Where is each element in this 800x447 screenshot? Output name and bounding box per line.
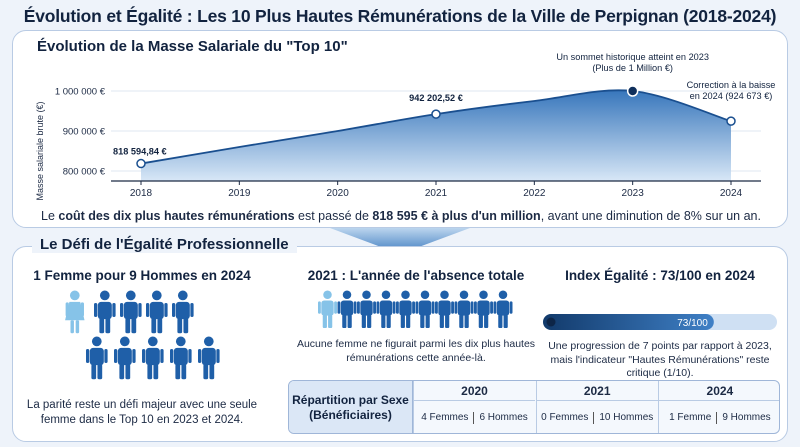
page-title: Évolution et Égalité : Les 10 Plus Haute… <box>23 6 777 26</box>
male-person-icon <box>146 290 168 334</box>
female-person-icon <box>65 290 85 334</box>
data-label: 942 202,52 € <box>409 93 463 103</box>
male-person-icon <box>474 290 493 328</box>
male-person-icon <box>357 290 376 328</box>
table-year-column: 2020 4 Femmes 6 Hommes <box>413 381 535 433</box>
col3-text: Une progression de 7 points par rapport … <box>548 340 772 380</box>
male-person-icon <box>172 290 194 334</box>
gauge-fill <box>543 314 714 330</box>
summary-bold2: 818 595 € à plus d'un million <box>372 209 541 223</box>
table-year-header: 2021 <box>536 381 658 401</box>
women-count: 0 Femmes <box>541 412 589 423</box>
divider <box>593 411 595 424</box>
people-2024-group <box>65 290 220 380</box>
summary-part3: , avant une diminution de 8% sur un an. <box>540 209 761 223</box>
male-person-icon <box>86 336 108 380</box>
data-point <box>431 109 441 119</box>
chart-summary: Le coût des dix plus hautes rémunération… <box>13 209 789 223</box>
data-point <box>136 158 146 169</box>
chart-title: Évolution de la Masse Salariale du "Top … <box>37 38 348 55</box>
data-point <box>726 116 736 126</box>
salary-area-chart: 800 000 € 900 000 € 1 000 000 € Masse salar… <box>35 52 776 201</box>
x-tick-label: 2019 <box>228 188 251 199</box>
male-person-icon <box>198 336 220 380</box>
equality-index-bar: 73/100 <box>543 314 777 330</box>
male-person-icon <box>318 290 337 328</box>
male-person-icon <box>454 290 474 328</box>
men-count: 10 Hommes <box>599 412 654 423</box>
table-year-header: 2024 <box>659 381 779 401</box>
area-fill <box>141 90 731 181</box>
data-label: en 2024 (924 673 €) <box>690 91 773 101</box>
table-cell: 4 Femmes 6 Hommes <box>414 401 535 433</box>
male-person-icon <box>415 290 435 328</box>
women-count: 1 Femme <box>669 412 712 423</box>
table-year-column: 2021 0 Femmes 10 Hommes <box>535 381 658 433</box>
col1-title: 1 Femme pour 9 Hommes en 2024 <box>33 268 251 283</box>
gauge-label: 73/100 <box>677 318 708 329</box>
data-label: (Plus de 1 Million €) <box>592 63 673 73</box>
male-person-icon <box>493 290 513 328</box>
x-tick-label: 2024 <box>720 188 743 199</box>
data-label: 818 594,84 € <box>113 147 167 157</box>
men-count: 6 Hommes <box>479 412 528 423</box>
y-tick-label: 800 000 € <box>63 167 106 178</box>
table-cell: 1 Femme 9 Hommes <box>659 401 779 433</box>
male-person-icon <box>435 290 454 328</box>
table-cell: 0 Femmes 10 Hommes <box>537 401 658 433</box>
divider <box>716 411 718 424</box>
x-tick-label: 2022 <box>523 188 546 199</box>
table-year-header: 2020 <box>414 381 535 401</box>
section-title: Le Défi de l'Égalité Professionnelle <box>32 236 297 253</box>
x-tick-label: 2021 <box>425 188 448 199</box>
col1-text: La parité reste un défi majeur avec une … <box>26 399 258 426</box>
chart-panel: Évolution de la Masse Salariale du "Top … <box>12 30 788 228</box>
y-tick-label: 900 000 € <box>63 127 106 138</box>
data-label: Correction à la baisse <box>687 80 776 90</box>
funnel-arrow <box>330 228 470 254</box>
summary-part1: Le <box>41 209 59 223</box>
gauge-knob <box>546 317 556 327</box>
col2-text: Aucune femme ne figurait parmi les dix p… <box>296 338 536 364</box>
y-axis-label: Masse salariale brute (€) <box>35 101 45 200</box>
gender-table: Répartition par Sexe (Bénéficiaires) 202… <box>288 380 780 434</box>
col3-title: Index Égalité : 73/100 en 2024 <box>565 268 755 283</box>
male-person-icon <box>170 336 192 380</box>
x-tick-label: 2018 <box>130 188 153 199</box>
people-2021-row <box>318 290 513 328</box>
summary-part2: est passé de <box>294 209 373 223</box>
x-tick-label: 2023 <box>622 188 645 199</box>
x-tick-label: 2020 <box>327 188 350 199</box>
male-person-icon <box>376 290 396 328</box>
men-count: 9 Hommes <box>722 412 771 423</box>
male-person-icon <box>120 290 142 334</box>
y-tick-label: 1 000 000 € <box>55 87 106 98</box>
male-person-icon <box>94 290 116 334</box>
male-person-icon <box>114 336 136 380</box>
col2-title: 2021 : L'année de l'absence totale <box>307 268 525 283</box>
table-year-column: 2024 1 Femme 9 Hommes <box>658 381 779 433</box>
table-header: Répartition par Sexe (Bénéficiaires) <box>289 381 413 433</box>
male-person-icon <box>396 290 415 328</box>
data-point-peak <box>626 85 639 97</box>
male-person-icon <box>142 336 164 380</box>
women-count: 4 Femmes <box>421 412 469 423</box>
data-label: Un sommet historique atteint en 2023 <box>556 52 709 62</box>
male-person-icon <box>337 290 357 328</box>
divider <box>473 411 475 424</box>
summary-bold1: coût des dix plus hautes rémunérations <box>58 209 295 223</box>
